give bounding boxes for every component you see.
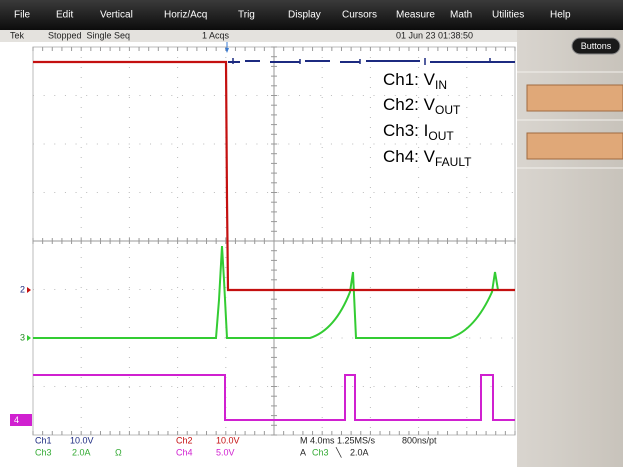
- status-bar: [0, 30, 623, 42]
- legend-label: Ch3: I: [383, 121, 428, 140]
- legend-entry: Ch3: IOUT: [383, 121, 454, 143]
- ch3-marker: 3: [20, 332, 25, 342]
- menu-item[interactable]: Measure: [396, 10, 435, 21]
- legend-label: Ch4: V: [383, 147, 436, 166]
- ch4-marker: 4: [14, 415, 19, 425]
- side-button[interactable]: [526, 132, 623, 160]
- readout: 10.0V: [70, 435, 94, 445]
- menu: File Edit Vertical Horiz/Acq Trig Display Curs…: [14, 10, 571, 21]
- ch4-marker-box: [10, 414, 32, 426]
- menu-item[interactable]: Horiz/Acq: [164, 10, 207, 21]
- legend-label: Ch1: V: [383, 70, 436, 89]
- menu-item[interactable]: File: [14, 10, 31, 21]
- menu-bar: [0, 0, 623, 30]
- readout: 5.0V: [216, 447, 235, 457]
- ch1-trace: [228, 60, 515, 63]
- readout: Ch4: [176, 447, 193, 457]
- legend-entry: Ch4: VFAULT: [383, 147, 472, 169]
- acq-count: 1 Acqs: [202, 30, 230, 40]
- ch2-trace: [33, 60, 515, 292]
- readout: 800ns/pt: [402, 435, 437, 445]
- buttons-button[interactable]: [571, 37, 621, 55]
- grid: [32, 46, 516, 436]
- trigger-marker: [225, 48, 229, 53]
- legend-label: Ch2: V: [383, 95, 436, 114]
- legend-sub: OUT: [428, 129, 454, 143]
- ch2-arrow: [27, 287, 31, 293]
- readout: 2.0A: [72, 447, 91, 457]
- menu-item[interactable]: Help: [550, 10, 571, 21]
- ch3-arrow: [27, 335, 31, 341]
- legend-entry: Ch2: VOUT: [383, 95, 461, 117]
- readout: A: [300, 447, 306, 457]
- ch4-trace: [33, 374, 515, 421]
- readout: ╲: [335, 446, 342, 458]
- menu-item[interactable]: Math: [450, 10, 472, 21]
- readout: Ch3: [312, 447, 329, 457]
- ch2-marker: 2: [20, 284, 25, 294]
- readout: Ch2: [176, 435, 193, 445]
- menu-item[interactable]: Vertical: [100, 10, 133, 21]
- readout: Ch1: [35, 435, 52, 445]
- menu-item[interactable]: Edit: [56, 10, 73, 21]
- menu-item[interactable]: Cursors: [342, 10, 377, 21]
- brand: Tek: [10, 30, 25, 40]
- menu-item[interactable]: Trig: [238, 10, 255, 21]
- readout: 10.0V: [216, 435, 240, 445]
- ch3-trace: [33, 245, 515, 339]
- legend-sub: OUT: [435, 103, 461, 117]
- readout: Ch3: [35, 447, 52, 457]
- acq-state: Stopped Single Seq: [48, 30, 130, 40]
- ch1-noise: [232, 58, 491, 65]
- menu-item[interactable]: Display: [288, 10, 321, 21]
- buttons-label: Buttons: [581, 41, 612, 51]
- readout: 2.0A: [350, 447, 369, 457]
- menu-item[interactable]: Utilities: [492, 10, 524, 21]
- legend-sub: IN: [435, 78, 447, 92]
- side-button[interactable]: [526, 84, 623, 112]
- datetime: 01 Jun 23 01:38:50: [396, 30, 473, 40]
- legend-sub: FAULT: [435, 155, 472, 169]
- legend-entry: Ch1: VIN: [383, 70, 447, 92]
- readout: M 4.0ms 1.25MS/s: [300, 435, 376, 445]
- readout: Ω: [115, 447, 122, 457]
